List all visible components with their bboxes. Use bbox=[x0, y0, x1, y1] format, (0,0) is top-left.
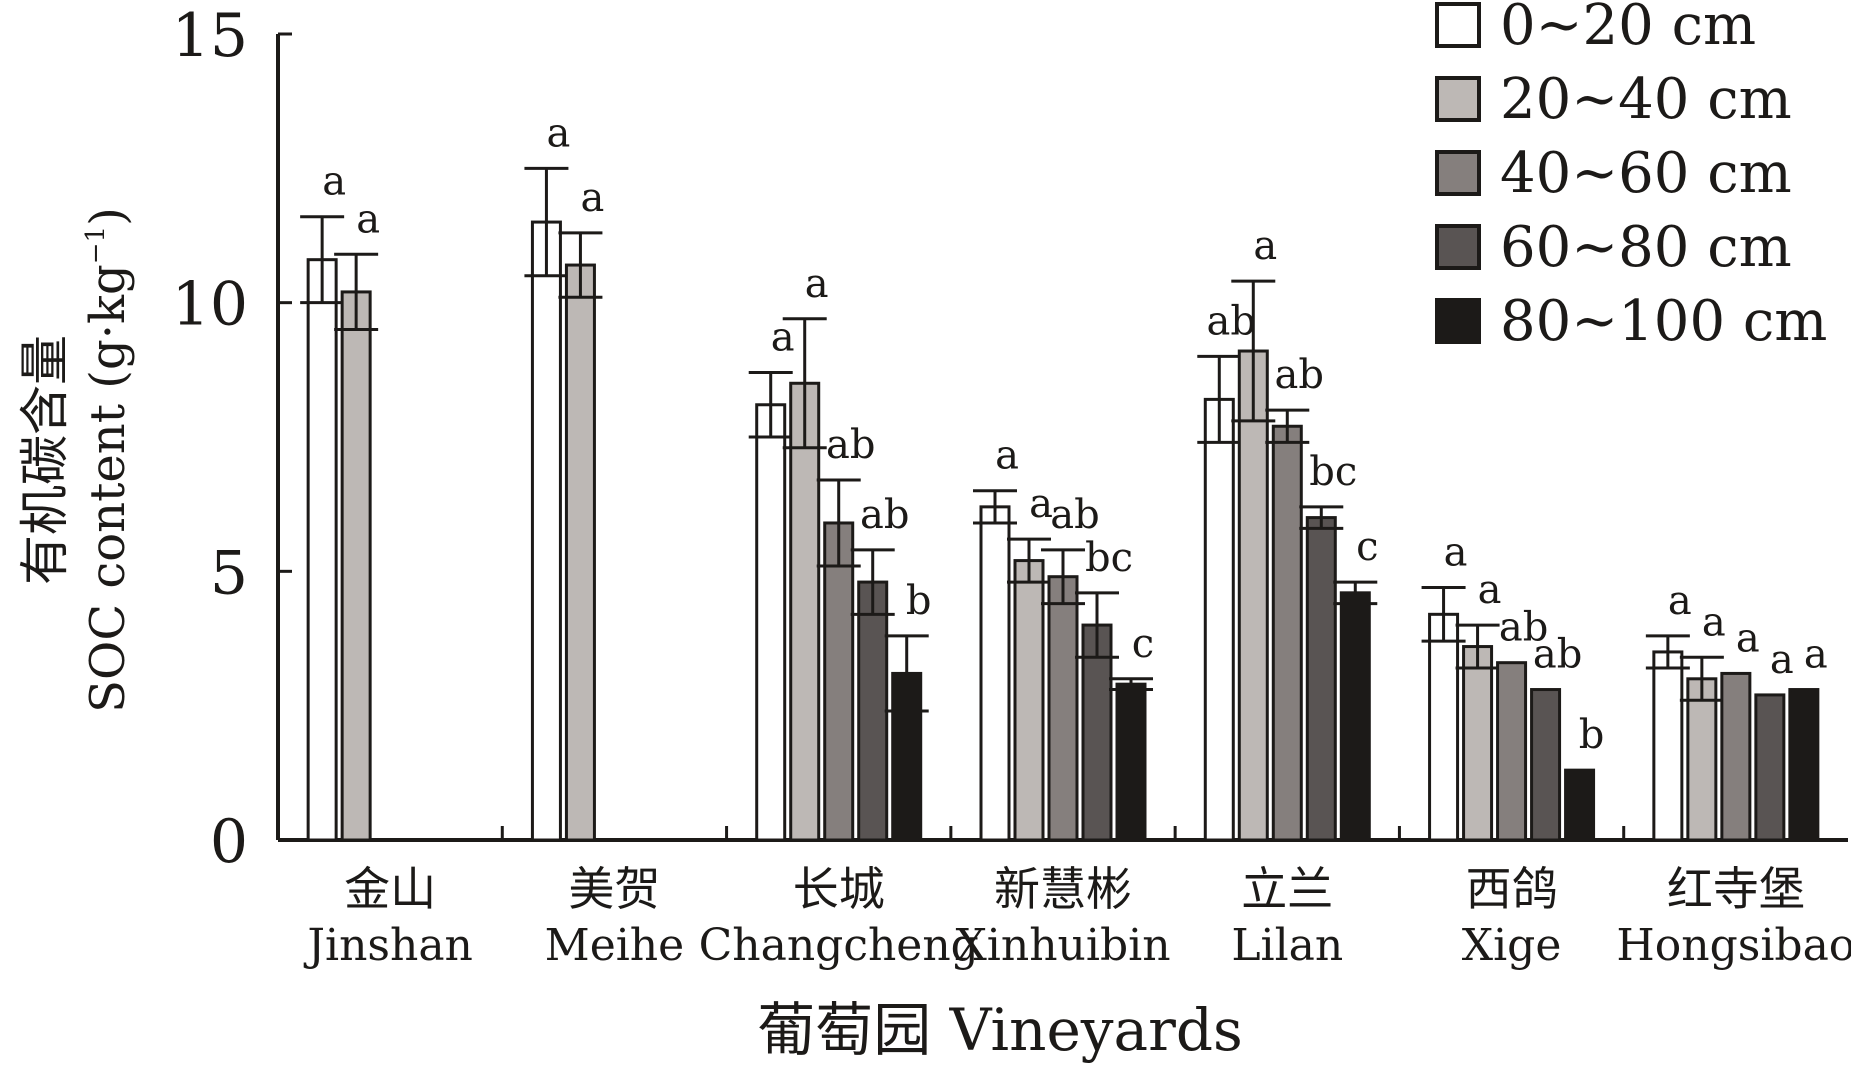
bar bbox=[1047, 575, 1079, 842]
x-category-label-en: Xinhuibin bbox=[955, 920, 1170, 971]
significance-label: a bbox=[1444, 529, 1468, 575]
significance-label: ab bbox=[1275, 352, 1324, 398]
significance-label: a bbox=[1804, 632, 1828, 678]
y-tick-label: 0 bbox=[210, 807, 248, 877]
bar bbox=[1203, 397, 1235, 842]
bar bbox=[1339, 591, 1371, 842]
x-category-label-en: Hongsibao bbox=[1616, 920, 1851, 971]
significance-label: ab bbox=[1499, 605, 1548, 651]
significance-label: bc bbox=[1309, 449, 1357, 495]
x-category-label-cn: 美贺 bbox=[568, 862, 660, 916]
bar bbox=[1530, 688, 1562, 842]
bar bbox=[1720, 671, 1752, 842]
x-category-label-en: Jinshan bbox=[303, 920, 473, 971]
significance-label: a bbox=[1029, 481, 1053, 527]
significance-label: bc bbox=[1085, 535, 1133, 581]
significance-label: b bbox=[906, 578, 932, 624]
bar bbox=[891, 671, 923, 842]
bar bbox=[564, 263, 596, 842]
x-category-label-en: Lilan bbox=[1231, 920, 1343, 971]
bar bbox=[1652, 650, 1684, 842]
bar bbox=[979, 505, 1011, 842]
legend-label: 80~100 cm bbox=[1500, 289, 1827, 354]
bar bbox=[1496, 661, 1528, 842]
legend-label: 20~40 cm bbox=[1500, 67, 1792, 132]
y-axis-title-exponent: −1 bbox=[81, 226, 111, 264]
legend-swatch bbox=[1435, 150, 1481, 196]
bar bbox=[1564, 768, 1596, 842]
significance-label: ab bbox=[1050, 492, 1099, 538]
legend-swatch bbox=[1435, 2, 1481, 48]
significance-label: a bbox=[1478, 567, 1502, 613]
bar bbox=[306, 258, 338, 842]
legend-swatch bbox=[1435, 298, 1481, 344]
bar bbox=[755, 403, 787, 842]
significance-label: b bbox=[1579, 712, 1605, 758]
bar bbox=[1271, 424, 1303, 842]
bar bbox=[823, 521, 855, 842]
legend-label: 0~20 cm bbox=[1500, 0, 1756, 58]
bar bbox=[1237, 349, 1269, 842]
bar bbox=[1754, 693, 1786, 842]
significance-label: a bbox=[805, 261, 829, 307]
y-axis-title-cn: 有机碳含量 bbox=[16, 335, 74, 585]
legend-swatch bbox=[1435, 224, 1481, 270]
x-category-label-cn: 红寺堡 bbox=[1667, 862, 1805, 916]
y-axis-title: 有机碳含量 SOC content (g·kg−1) bbox=[16, 207, 136, 713]
bar bbox=[340, 290, 372, 842]
significance-label: a bbox=[580, 175, 604, 221]
bar bbox=[1462, 645, 1494, 842]
x-category-label-cn: 西鸽 bbox=[1466, 862, 1558, 916]
bar bbox=[1013, 559, 1045, 842]
significance-label: a bbox=[995, 433, 1019, 479]
bar bbox=[530, 220, 562, 842]
significance-label: a bbox=[771, 315, 795, 361]
y-tick-label: 5 bbox=[210, 538, 248, 608]
x-category-label-en: Changcheng bbox=[699, 920, 979, 971]
y-axis-title-close: ) bbox=[80, 207, 136, 226]
y-tick-label: 10 bbox=[172, 270, 248, 340]
significance-label: a bbox=[1770, 637, 1794, 683]
significance-label: a bbox=[546, 110, 570, 156]
significance-label: ab bbox=[1533, 632, 1582, 678]
significance-label: c bbox=[1132, 621, 1154, 667]
x-axis-title: 葡萄园 Vineyards bbox=[757, 996, 1243, 1064]
significance-label: ab bbox=[826, 422, 875, 468]
significance-label: a bbox=[1668, 578, 1692, 624]
x-category-label-cn: 新慧彬 bbox=[994, 862, 1132, 916]
x-category-label-cn: 长城 bbox=[793, 862, 885, 916]
significance-label: a bbox=[322, 159, 346, 205]
y-axis-title-en: SOC content (g·kg bbox=[80, 264, 136, 713]
x-category-label-cn: 立兰 bbox=[1241, 862, 1333, 916]
legend: 0~20 cm 20~40 cm 40~60 cm 60~80 cm 80~100 cm bbox=[1435, 0, 1827, 354]
bar bbox=[857, 580, 889, 842]
significance-label: a bbox=[1253, 223, 1277, 269]
x-category-label-en: Xige bbox=[1462, 920, 1562, 971]
y-tick-label: 15 bbox=[172, 1, 248, 71]
legend-swatch bbox=[1435, 76, 1481, 122]
legend-label: 40~60 cm bbox=[1500, 141, 1792, 206]
bar bbox=[1686, 677, 1718, 842]
y-axis-title-en-line: SOC content (g·kg−1) bbox=[80, 207, 136, 713]
bar bbox=[1305, 516, 1337, 842]
legend-label: 60~80 cm bbox=[1500, 215, 1792, 280]
significance-label: c bbox=[1356, 524, 1378, 570]
significance-label: ab bbox=[1207, 298, 1256, 344]
significance-label: a bbox=[1702, 599, 1726, 645]
bar bbox=[1428, 612, 1460, 842]
bar bbox=[1788, 688, 1820, 842]
x-category-label-cn: 金山 bbox=[344, 862, 436, 916]
bar bbox=[1115, 682, 1147, 842]
significance-label: ab bbox=[860, 492, 909, 538]
significance-label: a bbox=[356, 196, 380, 242]
significance-label: a bbox=[1736, 615, 1760, 661]
x-category-label-en: Meihe bbox=[545, 920, 685, 971]
bar bbox=[789, 381, 821, 842]
